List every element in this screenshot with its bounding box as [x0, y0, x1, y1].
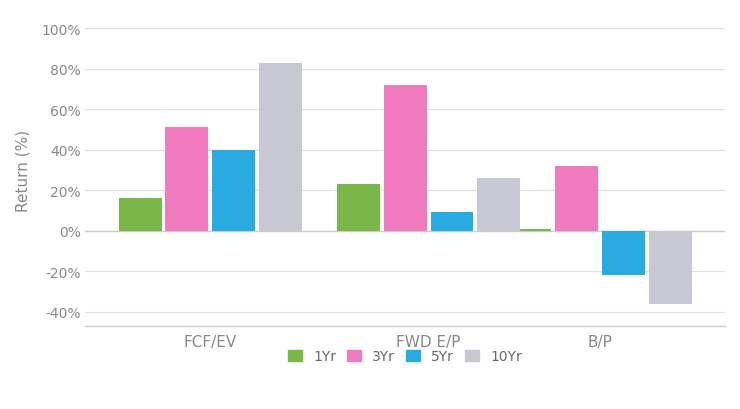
Bar [508, 229, 551, 231]
Bar [166, 128, 208, 231]
Bar [259, 63, 302, 231]
Bar [602, 231, 645, 276]
Bar [649, 231, 692, 304]
Bar [477, 179, 520, 231]
Bar [555, 166, 598, 231]
Legend: 1Yr, 3Yr, 5Yr, 10Yr: 1Yr, 3Yr, 5Yr, 10Yr [283, 344, 528, 369]
Bar [431, 213, 474, 231]
Bar [118, 199, 161, 231]
Bar [212, 150, 255, 231]
Y-axis label: Return (%): Return (%) [15, 130, 30, 211]
Bar [384, 85, 427, 231]
Bar [337, 184, 380, 231]
